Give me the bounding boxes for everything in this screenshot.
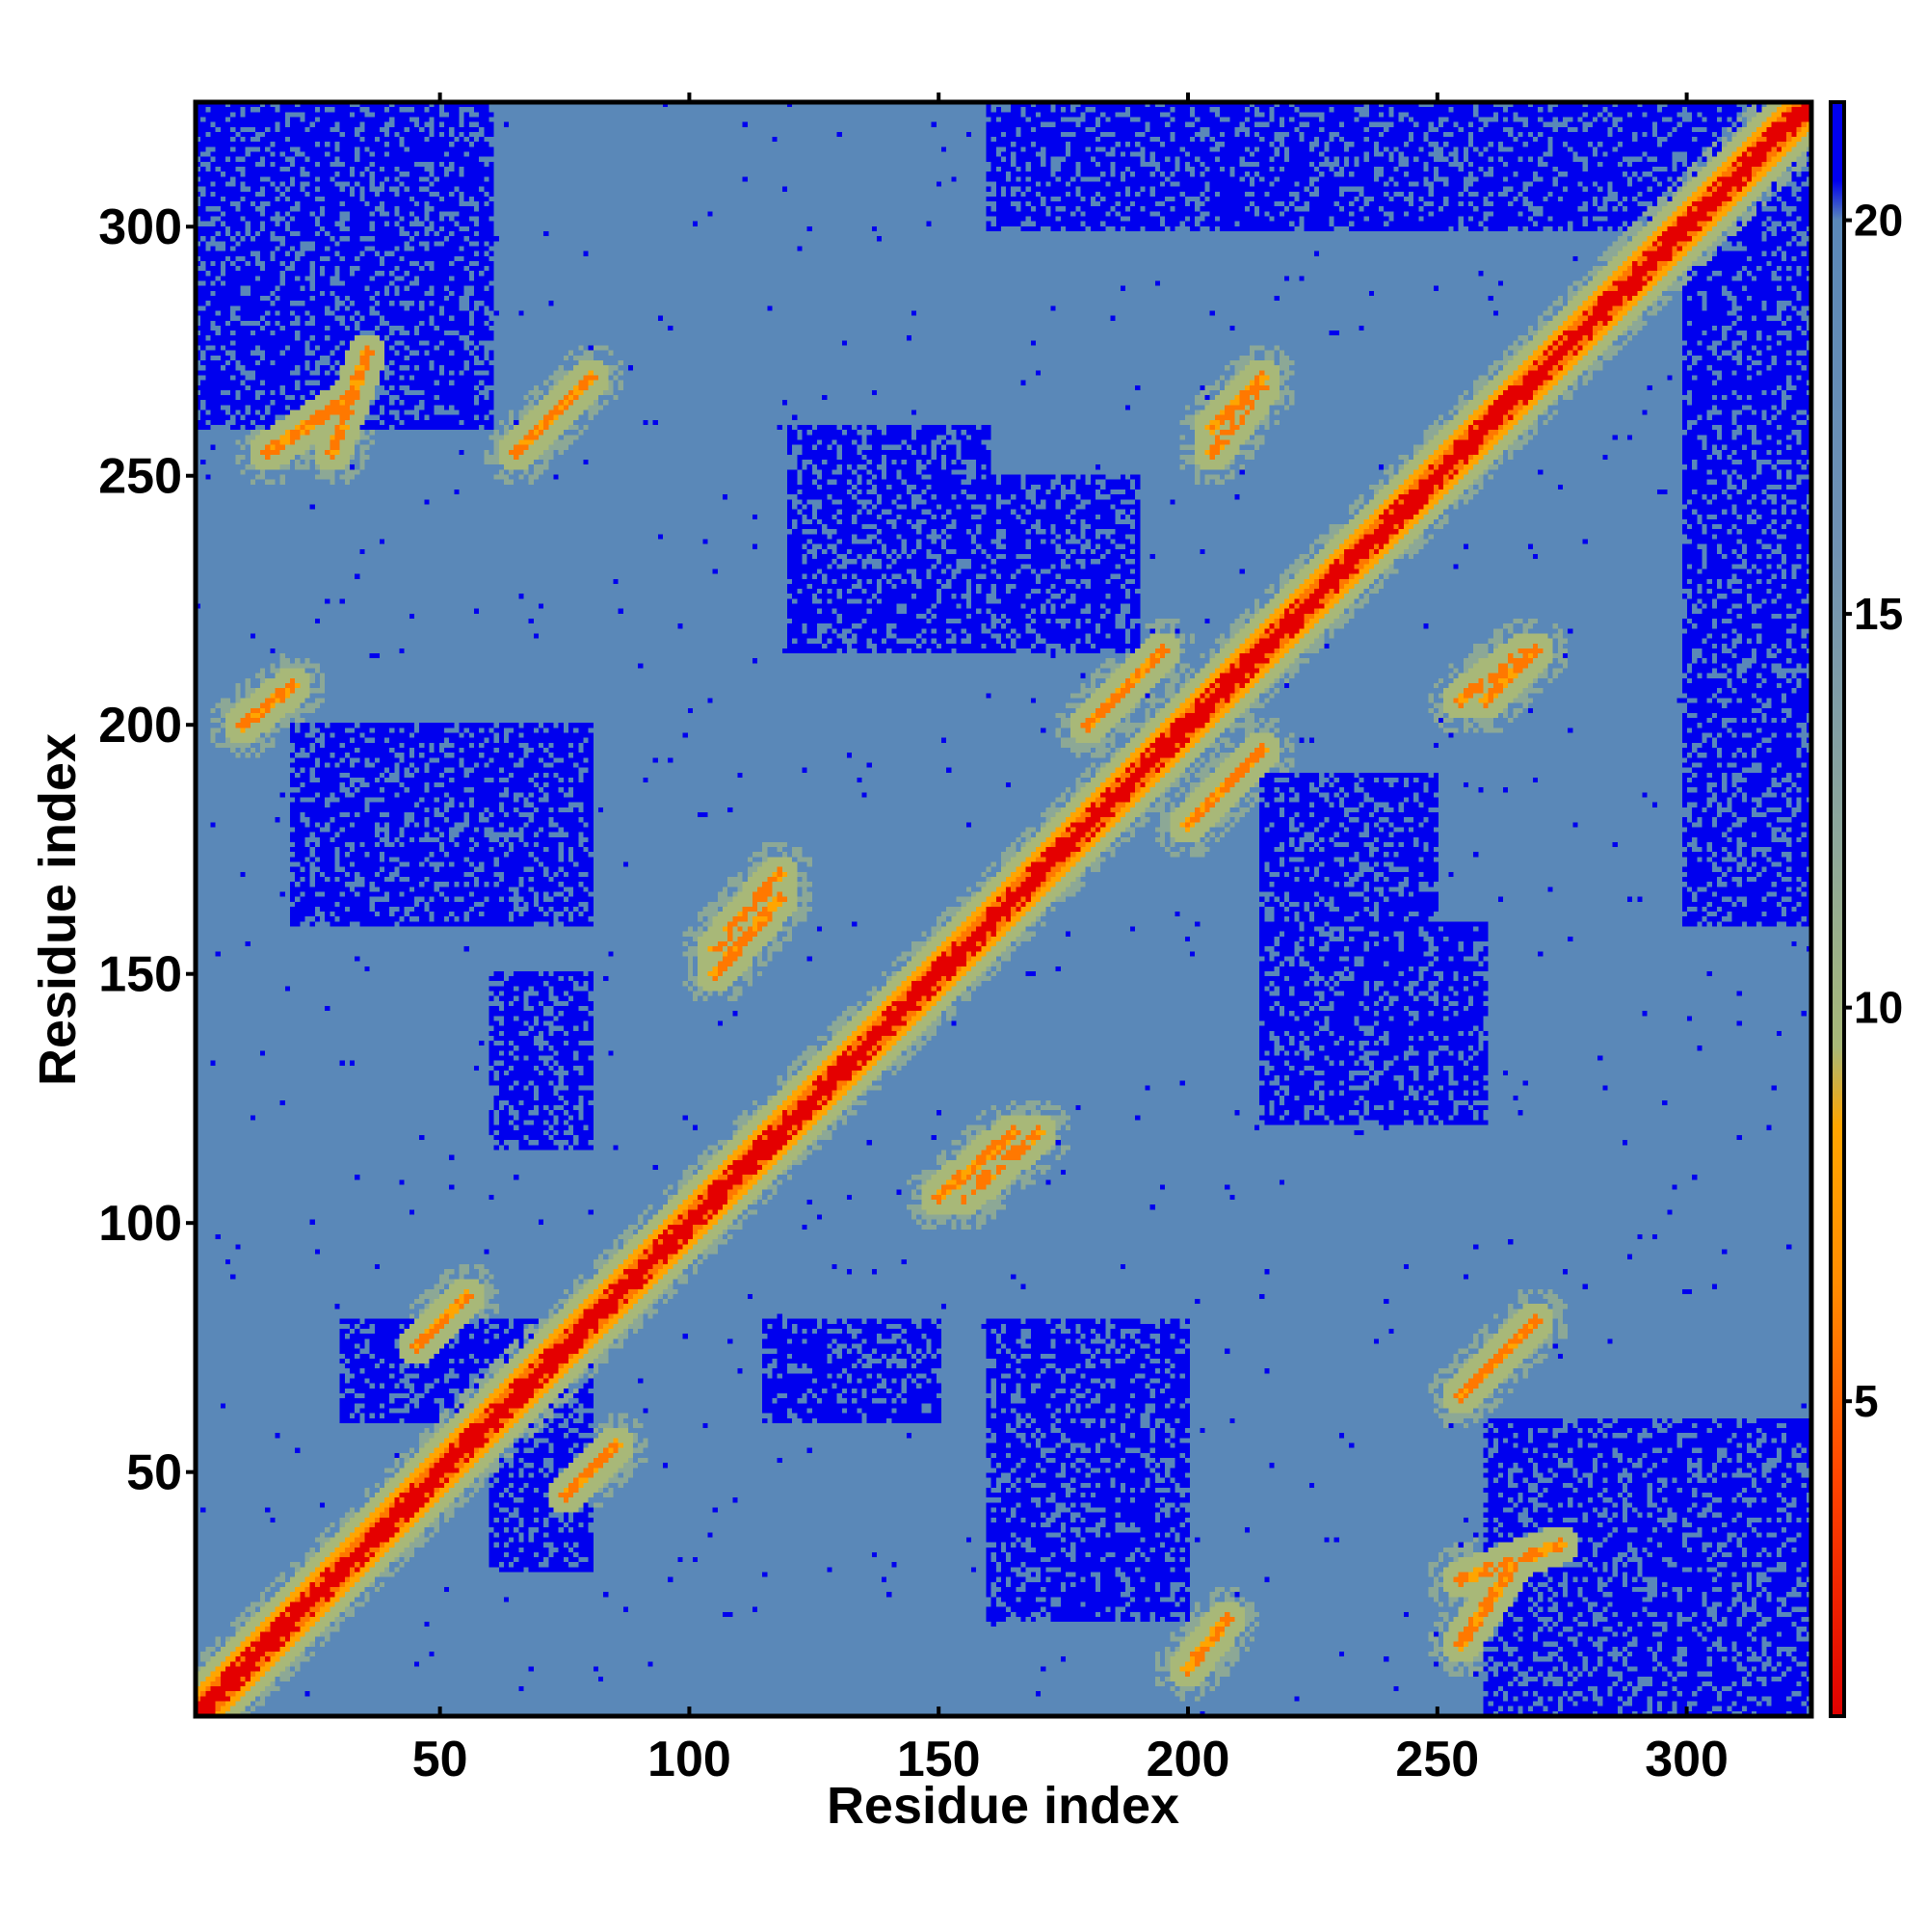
colorbar: 5 10 15 20 [1829,100,1903,1718]
y-axis-label: Residue index [29,733,87,1086]
heatmap-image [196,102,1811,1716]
y-tick-label: 50 [126,1445,182,1501]
y-tick-label: 200 [98,698,182,754]
x-tick-label: 300 [1645,1732,1729,1787]
y-tick-label: 300 [98,199,182,255]
x-axis-ticks: 50 100 150 200 250 300 [412,93,1729,1787]
x-tick-label: 50 [412,1732,468,1787]
y-axis-ticks: 50 100 150 200 250 300 [98,199,196,1501]
x-tick-label: 250 [1395,1732,1479,1787]
colorbar-tick-label: 15 [1854,589,1903,639]
colorbar-tick-label: 10 [1854,983,1903,1033]
colorbar-frame [1829,100,1846,1718]
x-tick-label: 150 [897,1732,981,1787]
x-axis-label: Residue index [827,1777,1179,1835]
x-tick-label: 100 [647,1732,731,1787]
x-tick-label: 200 [1147,1732,1230,1787]
y-tick-label: 100 [98,1196,182,1252]
heatmap-cells [196,102,1811,1716]
y-tick-label: 250 [98,449,182,505]
colorbar-tick-label: 5 [1854,1376,1879,1426]
y-tick-label: 150 [98,947,182,1003]
colorbar-gradient [1831,102,1844,1716]
plot-frame [193,99,1814,1719]
colorbar-tick-label: 20 [1854,196,1903,246]
